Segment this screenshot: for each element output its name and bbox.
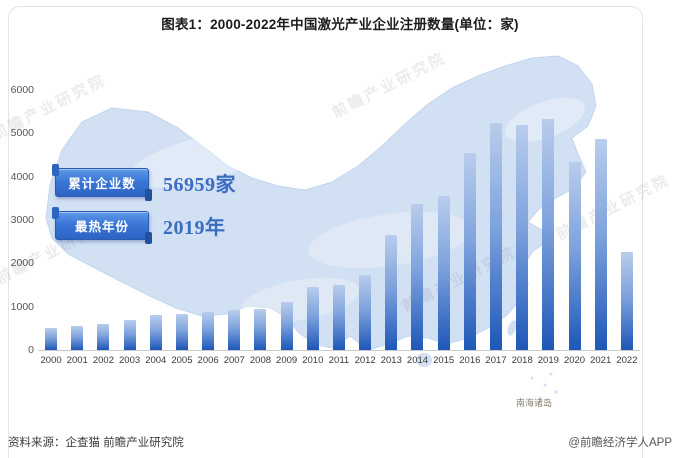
bar-2004 xyxy=(149,315,162,350)
x-tick-label: 2021 xyxy=(590,355,612,366)
bar-column-2022: 2022 xyxy=(614,90,640,366)
x-tick-label: 2001 xyxy=(66,355,88,366)
bar-plot-area: 2000 2001 2002 2003 2004 2005 2006 2007 2008 2009… xyxy=(38,90,640,366)
badge-label: 累计企业数 xyxy=(68,177,136,191)
bar-2006 xyxy=(202,311,215,350)
bar-column-2003: 2003 xyxy=(117,90,143,366)
x-tick-label: 2018 xyxy=(511,355,533,366)
badge-value: 56959家 xyxy=(163,174,236,196)
y-tick-label: 2000 xyxy=(10,257,34,270)
bar-column-2012: 2012 xyxy=(352,90,378,366)
bar-column-2005: 2005 xyxy=(169,90,195,366)
bar-column-2002: 2002 xyxy=(90,90,116,366)
badge-label: 最热年份 xyxy=(74,220,129,234)
x-tick-label: 2008 xyxy=(249,355,272,366)
x-tick-label: 2000 xyxy=(40,355,62,366)
app-credit-text: @前瞻经济学人APP xyxy=(568,437,672,449)
x-tick-label: 2004 xyxy=(145,355,167,366)
y-tick-label: 6000 xyxy=(10,84,34,96)
bar-2005 xyxy=(175,314,188,350)
ribbon-badge: 最热年份 xyxy=(52,207,152,244)
bar-2001 xyxy=(71,326,84,350)
y-tick-label: 3000 xyxy=(10,214,34,226)
bar-2010 xyxy=(306,286,319,350)
bar-column-2007: 2007 xyxy=(221,90,247,366)
y-tick-label: 0 xyxy=(28,344,34,356)
bar-2003 xyxy=(123,319,136,350)
badge-value: 2019年 xyxy=(163,217,226,239)
bar-column-2000: 2000 xyxy=(38,90,64,366)
x-tick-label: 2020 xyxy=(563,355,586,366)
x-tick-label: 2022 xyxy=(616,355,638,366)
bar-2019 xyxy=(542,119,555,350)
x-tick-label: 2006 xyxy=(197,355,219,366)
bar-column-2019: 2019 xyxy=(535,90,561,366)
bar-column-2004: 2004 xyxy=(143,90,169,366)
bar-2000 xyxy=(45,328,58,350)
bar-2013 xyxy=(385,235,398,350)
x-tick-label: 2013 xyxy=(380,355,402,366)
bar-2022 xyxy=(620,251,633,350)
bar-2007 xyxy=(228,310,241,350)
bar-column-2011: 2011 xyxy=(326,90,352,366)
x-tick-label: 2009 xyxy=(276,355,298,366)
x-tick-label: 2019 xyxy=(537,355,559,366)
data-source-text: 资料来源：企查猫 前瞻产业研究院 xyxy=(8,437,184,449)
y-tick-label: 4000 xyxy=(10,170,34,183)
bar-column-2017: 2017 xyxy=(483,90,509,366)
bar-column-2015: 2015 xyxy=(431,90,457,366)
bar-2008 xyxy=(254,308,267,350)
x-tick-label: 2014 xyxy=(406,355,429,366)
bar-2015 xyxy=(437,195,450,350)
annotation-hottest-year: 最热年份 2019年 xyxy=(52,207,226,244)
x-tick-label: 2010 xyxy=(302,355,324,366)
x-tick-label: 2007 xyxy=(223,355,245,366)
bar-column-2018: 2018 xyxy=(509,90,535,366)
bar-column-2010: 2010 xyxy=(300,90,326,366)
x-tick-label: 2002 xyxy=(92,355,114,366)
south-china-sea-label: 南海诸岛 xyxy=(516,398,553,408)
bar-2018 xyxy=(516,124,529,350)
bar-column-2021: 2021 xyxy=(588,90,614,366)
bar-2011 xyxy=(332,285,345,350)
annotation-cumulative: 累计企业数 56959家 xyxy=(52,164,236,201)
bar-column-2001: 2001 xyxy=(64,90,90,366)
bar-column-2009: 2009 xyxy=(274,90,300,366)
y-axis: 0 1000 2000 3000 4000 5000 6000 xyxy=(0,84,36,356)
bar-column-2008: 2008 xyxy=(247,90,273,366)
bar-column-2014: 2014 xyxy=(404,90,430,366)
x-tick-label: 2015 xyxy=(433,355,455,366)
x-tick-label: 2012 xyxy=(354,355,376,366)
bar-column-2006: 2006 xyxy=(195,90,221,366)
bar-column-2013: 2013 xyxy=(378,90,404,366)
x-tick-label: 2003 xyxy=(119,355,141,366)
y-tick-label: 1000 xyxy=(10,300,34,313)
chart-title: 图表1：2000-2022年中国激光产业企业注册数量(单位：家) xyxy=(161,17,519,32)
bar-2014 xyxy=(411,203,424,350)
bar-2002 xyxy=(97,324,110,350)
bar-2009 xyxy=(280,302,293,350)
bar-2021 xyxy=(594,139,607,350)
x-tick-label: 2011 xyxy=(328,355,350,366)
bar-column-2020: 2020 xyxy=(561,90,587,366)
y-tick-label: 5000 xyxy=(10,127,34,140)
bar-2012 xyxy=(359,275,372,350)
bar-column-2016: 2016 xyxy=(457,90,483,366)
ribbon-badge: 累计企业数 xyxy=(52,164,152,201)
bar-2020 xyxy=(568,161,581,350)
x-tick-label: 2017 xyxy=(485,355,507,366)
bar-2016 xyxy=(463,152,476,350)
x-tick-label: 2005 xyxy=(171,355,193,366)
bar-2017 xyxy=(490,123,502,350)
x-tick-label: 2016 xyxy=(459,355,481,366)
